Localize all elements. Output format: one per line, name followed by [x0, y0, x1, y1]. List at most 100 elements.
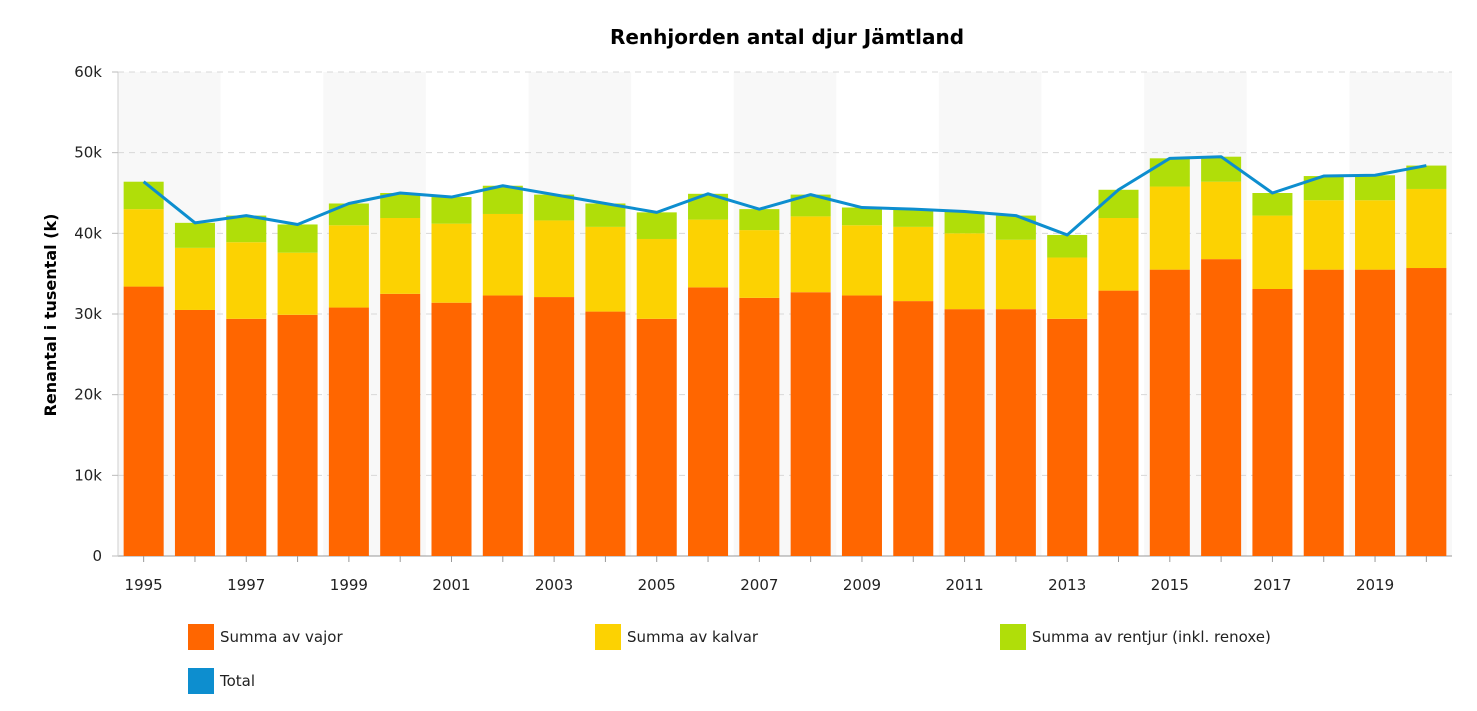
- x-tick-label: 2013: [1048, 576, 1086, 594]
- y-axis-ticks: 0 10k 20k 30k 40k 50k 60k: [74, 63, 118, 565]
- x-tick-label: 2009: [843, 576, 881, 594]
- legend-item-vajor[interactable]: Summa av vajor: [188, 624, 343, 650]
- bar-rentjur: [482, 185, 523, 214]
- bar-vajor: [790, 292, 831, 556]
- legend-label-rentjur: Summa av rentjur (inkl. renoxe): [1032, 628, 1271, 646]
- bar-kalvar: [995, 239, 1036, 310]
- bar-rentjur: [944, 211, 985, 234]
- legend-item-kalvar[interactable]: Summa av kalvar: [595, 624, 758, 650]
- bar-kalvar: [739, 230, 780, 298]
- bar-kalvar: [1355, 200, 1396, 270]
- chart: Renhjorden antal djur Jämtland 0 10k 20k 30…: [41, 25, 1452, 594]
- bar-kalvar: [1201, 181, 1242, 260]
- bar-vajor: [226, 318, 267, 556]
- bar-vajor: [380, 293, 421, 556]
- bar-kalvar: [1252, 215, 1293, 289]
- y-tick-label: 60k: [74, 63, 102, 81]
- legend: Summa av vajor Summa av kalvar Summa av …: [188, 624, 1458, 704]
- bar-kalvar: [790, 216, 831, 293]
- bar-kalvar: [841, 225, 882, 296]
- bar-vajor: [1355, 269, 1396, 556]
- bar-vajor: [277, 314, 318, 556]
- x-tick-label: 1999: [330, 576, 368, 594]
- bar-rentjur: [585, 203, 626, 227]
- total-series-line: [142, 155, 1427, 237]
- bar-vajor: [328, 307, 369, 556]
- legend-item-rentjur[interactable]: Summa av rentjur (inkl. renoxe): [1000, 624, 1271, 650]
- bar-kalvar: [585, 226, 626, 312]
- bar-rentjur: [1406, 165, 1447, 189]
- bar-vajor: [995, 309, 1036, 556]
- y-tick-label: 40k: [74, 224, 102, 242]
- bar-rentjur: [1355, 175, 1396, 201]
- x-tick-label: 2007: [740, 576, 778, 594]
- legend-swatch-kalvar: [595, 624, 621, 650]
- bar-rentjur: [739, 209, 780, 231]
- chart-title: Renhjorden antal djur Jämtland: [610, 25, 964, 49]
- y-tick-label: 10k: [74, 466, 102, 484]
- x-tick-label: 1995: [125, 576, 163, 594]
- legend-label-kalvar: Summa av kalvar: [627, 628, 759, 646]
- bar-kalvar: [893, 226, 934, 302]
- bar-vajor: [688, 287, 729, 556]
- bar-kalvar: [1149, 186, 1190, 270]
- bar-rentjur: [841, 207, 882, 226]
- bar-vajor: [893, 301, 934, 556]
- bar-kalvar: [328, 225, 369, 308]
- x-tick-label: 2003: [535, 576, 573, 594]
- bar-rentjur: [790, 194, 831, 217]
- bar-kalvar: [636, 238, 677, 319]
- legend-label-vajor: Summa av vajor: [220, 628, 343, 646]
- bar-vajor: [1252, 288, 1293, 556]
- bar-vajor: [123, 286, 164, 556]
- x-tick-label: 2005: [638, 576, 676, 594]
- x-tick-label: 2019: [1356, 576, 1394, 594]
- bar-rentjur: [174, 222, 215, 248]
- bar-vajor: [1149, 269, 1190, 556]
- bar-kalvar: [123, 209, 164, 287]
- bar-kalvar: [1406, 188, 1447, 269]
- y-tick-label: 30k: [74, 305, 102, 323]
- bar-vajor: [1303, 269, 1344, 556]
- bar-vajor: [841, 295, 882, 556]
- bar-rentjur: [893, 209, 934, 227]
- bar-kalvar: [226, 242, 267, 319]
- y-tick-label: 20k: [74, 386, 102, 404]
- legend-swatch-vajor: [188, 624, 214, 650]
- x-tick-label: 1997: [227, 576, 265, 594]
- bar-kalvar: [534, 220, 575, 298]
- bar-rentjur: [995, 215, 1036, 240]
- bar-rentjur: [431, 197, 472, 224]
- bar-rentjur: [1098, 189, 1139, 219]
- bar-vajor: [585, 311, 626, 556]
- bar-kalvar: [277, 252, 318, 315]
- bar-kalvar: [431, 223, 472, 303]
- bar-kalvar: [944, 233, 985, 310]
- bar-rentjur: [277, 224, 318, 253]
- bar-rentjur: [123, 181, 164, 210]
- bar-kalvar: [1047, 257, 1088, 319]
- bar-vajor: [1047, 318, 1088, 556]
- bar-vajor: [636, 318, 677, 556]
- x-axis-ticks: 1995 1997 1999 2001 2003 2005 2007 2009 2011 2013…: [125, 556, 1427, 594]
- bar-vajor: [174, 309, 215, 556]
- bars: [123, 156, 1447, 556]
- y-tick-label: 50k: [74, 144, 102, 162]
- x-tick-label: 2011: [945, 576, 983, 594]
- y-axis-label: Renantal i tusental (k): [41, 214, 60, 417]
- total-line: [142, 155, 1427, 237]
- bar-rentjur: [226, 215, 267, 243]
- bar-kalvar: [482, 213, 523, 296]
- bar-vajor: [1098, 290, 1139, 556]
- bar-kalvar: [380, 218, 421, 294]
- bar-rentjur: [636, 212, 677, 239]
- bar-kalvar: [688, 219, 729, 288]
- legend-item-total[interactable]: Total: [188, 668, 255, 694]
- bar-rentjur: [1252, 193, 1293, 216]
- bar-rentjur: [1149, 158, 1190, 187]
- bar-rentjur: [534, 194, 575, 221]
- bar-kalvar: [1098, 218, 1139, 291]
- bar-rentjur: [328, 203, 369, 226]
- bar-vajor: [1201, 259, 1242, 556]
- bar-vajor: [1406, 268, 1447, 556]
